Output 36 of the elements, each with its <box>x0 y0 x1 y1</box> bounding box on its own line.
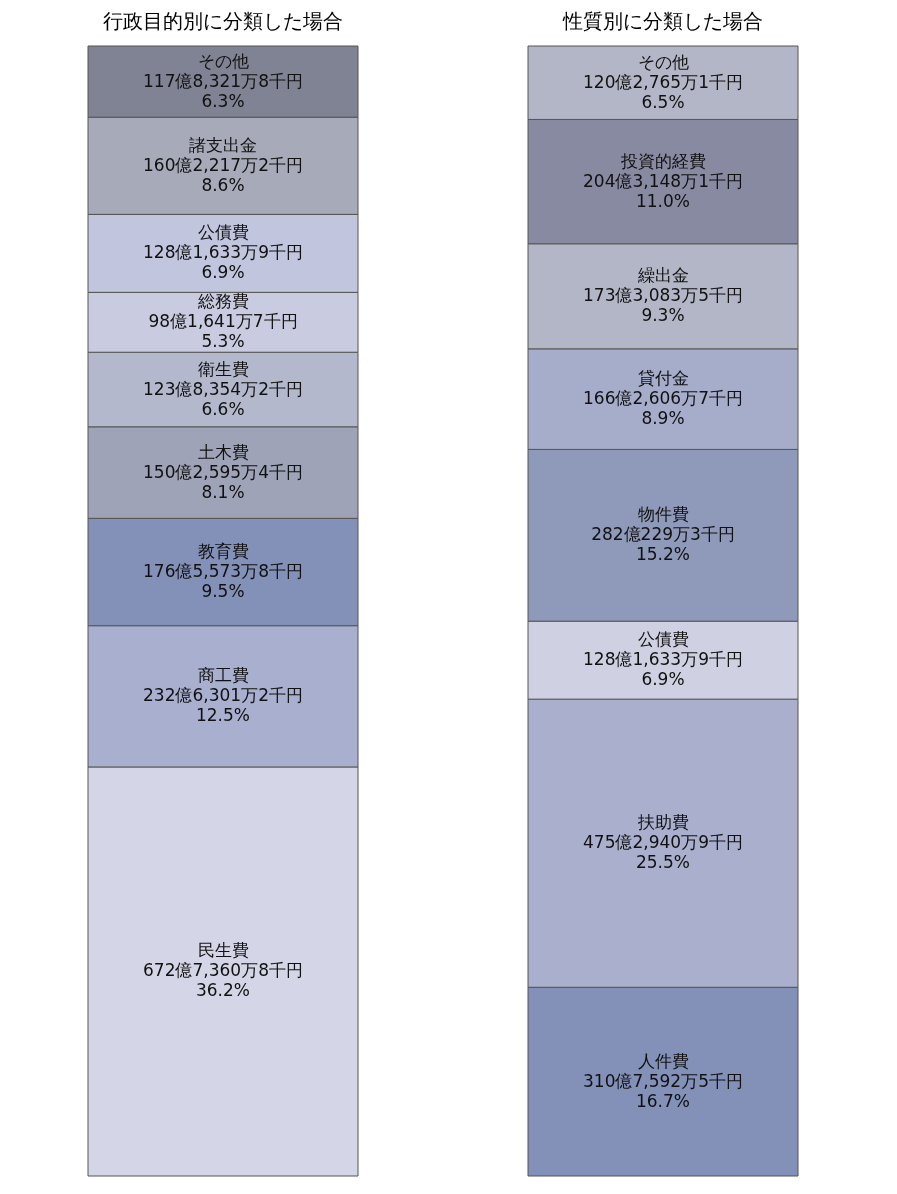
data-label: 120億2,765万1千円 6.5% <box>583 71 743 112</box>
data-label: 123億8,354万2千円 6.6% <box>143 378 303 419</box>
series-label: その他 <box>637 51 689 72</box>
data-label: 160億2,217万2千円 8.6% <box>143 154 303 195</box>
series-label: その他 <box>197 50 249 71</box>
data-label: 98億1,641万7千円 5.3% <box>148 311 298 352</box>
series-label: 衛生費 <box>197 358 249 379</box>
data-label: 310億7,592万5千円 16.7% <box>583 1070 743 1111</box>
series-label: 公債費 <box>197 222 249 243</box>
series-label: 扶助費 <box>636 812 689 833</box>
series-label: 繰出金 <box>636 265 689 286</box>
series-label: 民生費 <box>197 940 249 961</box>
series-label: 商工費 <box>197 665 249 686</box>
data-label: 176億5,573万8千円 9.5% <box>143 561 303 602</box>
data-label: 128億1,633万9千円 6.9% <box>583 649 743 690</box>
data-label: 173億3,083万5千円 9.3% <box>583 285 743 326</box>
series-label: 総務費 <box>196 291 249 312</box>
series-label: 貸付金 <box>637 368 689 389</box>
series-label: 土木費 <box>197 441 249 462</box>
data-label: 282億229万3千円 15.2% <box>591 524 735 565</box>
data-label: 475億2,940万9千円 25.5% <box>583 832 743 873</box>
data-label: 232億6,301万2千円 12.5% <box>143 685 303 726</box>
data-label: 166億2,606万7千円 8.9% <box>583 388 743 429</box>
series-label: 物件費 <box>637 504 689 525</box>
chart-title: 行政目的別に分類した場合 <box>102 8 344 35</box>
chart-title: 性質別に分類した場合 <box>561 8 764 35</box>
series-label: 人件費 <box>637 1050 689 1071</box>
series-label: 公債費 <box>637 629 689 650</box>
data-label: 128億1,633万9千円 6.9% <box>143 242 303 283</box>
data-label: 204億3,148万1千円 11.0% <box>583 170 743 211</box>
series-label: 教育費 <box>197 541 249 562</box>
series-label: 投資的経費 <box>619 150 706 171</box>
series-label: 諸支出金 <box>189 134 257 155</box>
data-label: 150億2,595万4千円 8.1% <box>143 461 303 502</box>
data-label: 672億7,360万8千円 36.2% <box>143 960 303 1001</box>
data-label: 117億8,321万8千円 6.3% <box>143 70 303 111</box>
